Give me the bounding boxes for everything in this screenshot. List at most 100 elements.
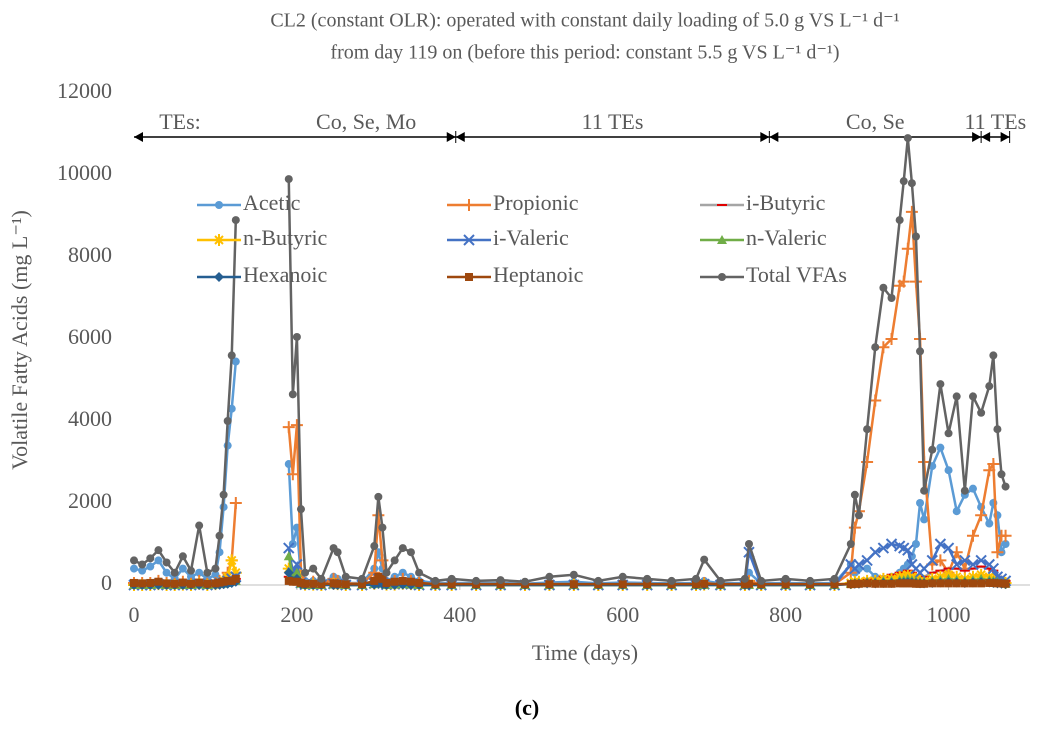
point bbox=[895, 216, 904, 225]
legend-label: n-Butyric bbox=[243, 225, 328, 250]
point bbox=[871, 343, 880, 352]
point bbox=[215, 531, 224, 540]
point bbox=[1001, 482, 1010, 491]
point bbox=[374, 572, 383, 581]
point bbox=[138, 560, 147, 569]
point bbox=[716, 576, 725, 585]
point bbox=[178, 552, 187, 561]
legend-label: Total VFAs bbox=[746, 262, 847, 287]
point bbox=[916, 579, 925, 588]
point bbox=[934, 554, 947, 567]
point bbox=[975, 509, 988, 522]
point bbox=[296, 578, 305, 587]
caption: (c) bbox=[515, 695, 539, 720]
point bbox=[997, 470, 1006, 479]
point bbox=[341, 580, 350, 589]
point bbox=[227, 351, 236, 360]
point bbox=[869, 546, 881, 558]
point bbox=[398, 544, 407, 553]
point bbox=[223, 417, 232, 425]
point bbox=[221, 570, 234, 583]
point bbox=[848, 521, 861, 534]
point bbox=[717, 235, 727, 244]
point bbox=[170, 579, 179, 588]
point bbox=[991, 546, 1004, 559]
arrow-head bbox=[446, 132, 456, 142]
point bbox=[162, 568, 171, 577]
point bbox=[284, 576, 293, 585]
point bbox=[907, 579, 916, 588]
point bbox=[960, 579, 969, 588]
point bbox=[920, 486, 929, 495]
point bbox=[292, 577, 301, 586]
period-label: 11 TEs bbox=[965, 109, 1027, 134]
x-tick-label: 600 bbox=[606, 602, 639, 627]
point bbox=[178, 578, 187, 587]
series bbox=[130, 134, 1010, 586]
point bbox=[283, 551, 294, 561]
point bbox=[496, 580, 505, 589]
point bbox=[317, 580, 326, 589]
point bbox=[909, 275, 922, 288]
point bbox=[292, 332, 301, 341]
point bbox=[284, 175, 293, 184]
point bbox=[850, 579, 859, 588]
legend-label: Propionic bbox=[493, 190, 579, 215]
chart-title: CL2 (constant OLR): operated with consta… bbox=[270, 10, 899, 32]
point bbox=[846, 540, 855, 548]
point bbox=[936, 579, 945, 588]
point bbox=[187, 579, 196, 588]
point bbox=[718, 273, 726, 281]
x-axis-label: Time (days) bbox=[532, 640, 638, 665]
point bbox=[178, 564, 187, 573]
point bbox=[545, 580, 554, 589]
point bbox=[219, 577, 228, 586]
point bbox=[211, 579, 220, 588]
point bbox=[853, 558, 865, 571]
point bbox=[846, 580, 855, 589]
point bbox=[231, 574, 240, 583]
point bbox=[993, 579, 1002, 588]
point bbox=[146, 578, 155, 587]
point bbox=[911, 232, 920, 241]
point bbox=[903, 579, 912, 588]
point bbox=[907, 179, 916, 188]
point bbox=[781, 580, 790, 589]
point bbox=[928, 579, 937, 588]
point bbox=[692, 574, 701, 583]
point bbox=[863, 425, 872, 434]
point bbox=[447, 574, 456, 583]
point bbox=[378, 574, 387, 583]
arrow-head bbox=[134, 132, 143, 142]
point bbox=[850, 490, 859, 499]
arrow-head bbox=[455, 132, 465, 142]
point bbox=[879, 283, 888, 292]
point bbox=[928, 445, 937, 454]
point bbox=[229, 497, 242, 509]
point bbox=[903, 134, 912, 143]
point bbox=[987, 458, 1000, 471]
point bbox=[415, 578, 424, 587]
point bbox=[944, 429, 953, 438]
point bbox=[138, 566, 147, 575]
point bbox=[406, 577, 415, 586]
point bbox=[983, 464, 996, 477]
point bbox=[211, 564, 220, 573]
point bbox=[283, 542, 295, 554]
point bbox=[390, 556, 399, 565]
point bbox=[227, 576, 236, 585]
point bbox=[692, 580, 701, 589]
point bbox=[545, 572, 554, 581]
point bbox=[920, 579, 929, 588]
arrow-head bbox=[769, 132, 779, 142]
point bbox=[472, 576, 481, 585]
point bbox=[944, 579, 953, 588]
point bbox=[944, 466, 953, 475]
point bbox=[968, 484, 977, 493]
point bbox=[286, 468, 299, 481]
x-tick-label: 200 bbox=[280, 602, 313, 627]
point bbox=[162, 558, 171, 567]
point bbox=[390, 577, 399, 586]
point bbox=[985, 519, 994, 528]
point bbox=[333, 548, 342, 557]
